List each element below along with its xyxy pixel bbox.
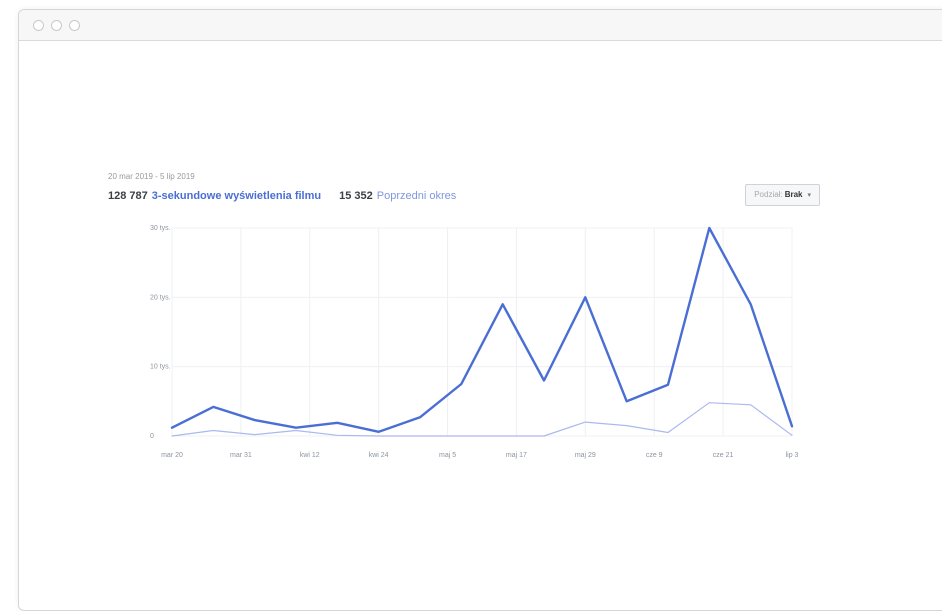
secondary-series-line[interactable] <box>171 402 793 437</box>
metrics-summary: 128 787 3-sekundowe wyświetlenia filmu 15 … <box>108 190 456 202</box>
secondary-metric-label[interactable]: Poprzedni okres <box>376 190 457 202</box>
date-range-label: 20 mar 2019 - 5 lip 2019 <box>108 172 195 181</box>
x-tick-label: cze 21 <box>713 452 734 459</box>
x-tick-label: mar 20 <box>161 452 183 459</box>
y-tick-label: 10 tys. <box>150 364 171 371</box>
x-tick-label: kwi 24 <box>369 452 389 459</box>
y-tick-label: 0 <box>150 433 154 440</box>
y-tick-label: 20 tys. <box>150 294 171 301</box>
line-chart: mar 20 mar 31 kwi 12 kwi 24 maj 5 maj 17 maj 2… <box>150 225 799 459</box>
x-tick-label: cze 9 <box>646 452 663 459</box>
breakdown-label: Podział: <box>754 190 783 199</box>
x-tick-label: maj 17 <box>506 452 527 459</box>
primary-metric-value: 128 787 <box>108 190 148 202</box>
primary-metric-label[interactable]: 3-sekundowe wyświetlenia filmu <box>151 190 322 202</box>
maximize-window-button[interactable] <box>69 20 80 31</box>
window-titlebar <box>19 10 942 41</box>
secondary-metric-value: 15 352 <box>339 190 373 202</box>
minimize-window-button[interactable] <box>51 20 62 31</box>
x-tick-label: mar 31 <box>230 452 252 459</box>
chevron-down-icon: ▾ <box>807 192 811 199</box>
primary-series-line[interactable] <box>170 226 794 433</box>
y-tick-label: 30 tys. <box>150 225 171 232</box>
x-tick-label: kwi 12 <box>300 452 320 459</box>
breakdown-value: Brak <box>784 190 803 199</box>
x-tick-label: maj 5 <box>439 452 456 459</box>
x-tick-label: lip 3 <box>786 452 799 459</box>
breakdown-dropdown[interactable]: Podział: Brak ▾ <box>745 184 820 206</box>
x-tick-label: maj 29 <box>575 452 596 459</box>
close-window-button[interactable] <box>33 20 44 31</box>
chart-panel: mar 20 mar 31 kwi 12 kwi 24 maj 5 maj 17 maj 2… <box>100 160 830 470</box>
